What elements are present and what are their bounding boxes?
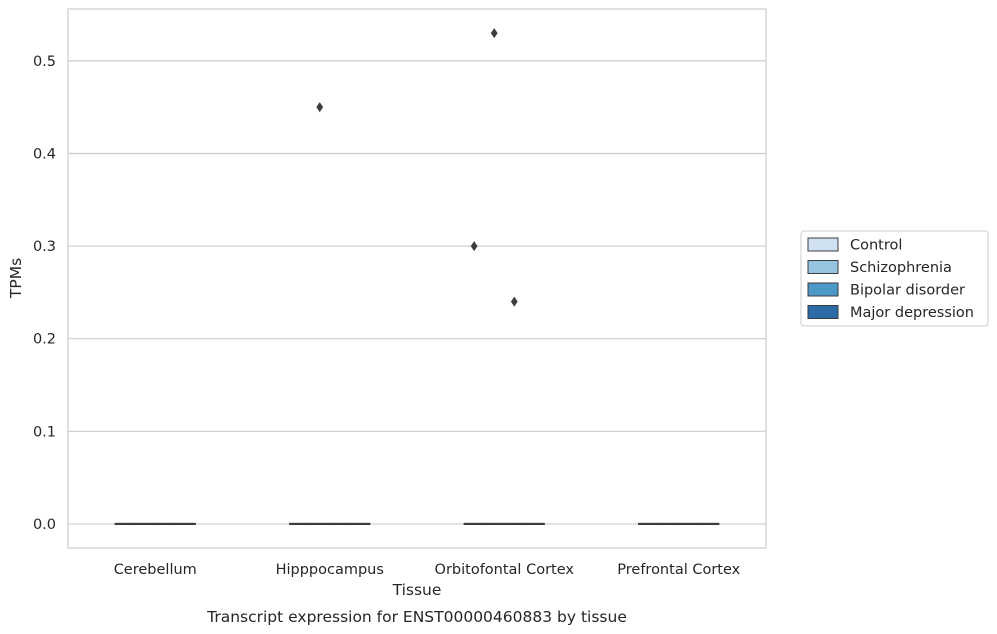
- outlier-point: [470, 241, 478, 252]
- x-tick-label: Orbitofontal Cortex: [435, 562, 575, 578]
- legend-swatch: [807, 305, 839, 319]
- legend-label: Major depression: [850, 305, 974, 321]
- y-tick-label: 0.1: [33, 424, 56, 440]
- chart-caption: Transcript expression for ENST0000046088…: [206, 608, 627, 626]
- legend-label: Bipolar disorder: [850, 283, 965, 299]
- outlier-point: [490, 28, 498, 39]
- x-tick-label: Prefrontal Cortex: [617, 562, 740, 578]
- legend-swatch: [807, 282, 839, 297]
- outlier-point: [316, 102, 324, 113]
- y-tick-label: 0.2: [33, 332, 56, 348]
- legend-label: Schizophrenia: [850, 260, 952, 276]
- y-axis-label: TPMs: [7, 258, 25, 299]
- y-tick-label: 0.0: [33, 517, 56, 533]
- x-tick-label: Hipppocampus: [276, 562, 384, 578]
- y-tick-label: 0.3: [33, 239, 56, 255]
- outlier-point: [510, 296, 518, 307]
- plot-background: [68, 9, 766, 548]
- legend-frame: [800, 230, 989, 327]
- legend: Control Schizophrenia Bipolar disorder Majo…: [800, 230, 989, 327]
- x-tick-labels: Cerebellum Hipppocampus Orbitofontal Corte…: [114, 562, 741, 578]
- x-axis-label: Tissue: [392, 581, 442, 599]
- boxes: [114, 522, 720, 526]
- legend-swatch: [807, 260, 839, 274]
- plot-frame: [67, 8, 767, 549]
- x-tick-label: Cerebellum: [114, 562, 197, 578]
- legend-swatch: [807, 237, 839, 252]
- y-tick-label: 0.4: [33, 146, 56, 162]
- legend-label: Control: [850, 238, 902, 254]
- outliers: [316, 28, 518, 307]
- y-tick-labels: 0.0 0.1 0.2 0.3 0.4 0.5: [33, 54, 56, 533]
- y-tick-label: 0.5: [33, 54, 56, 70]
